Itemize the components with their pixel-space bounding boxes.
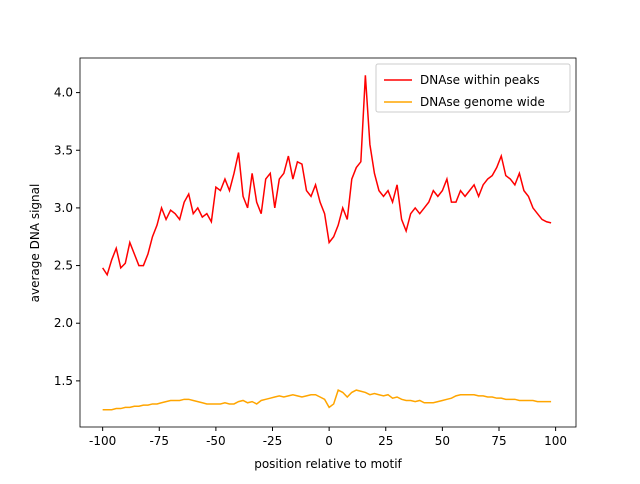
y-axis-label: average DNA signal	[28, 184, 42, 303]
x-tick-label: -25	[263, 434, 283, 448]
x-tick-label: -100	[89, 434, 116, 448]
x-tick-label: 50	[435, 434, 450, 448]
x-axis-label: position relative to motif	[254, 457, 402, 471]
y-tick-label: 4.0	[54, 86, 73, 100]
y-tick-label: 3.0	[54, 201, 73, 215]
y-tick-label: 3.5	[54, 143, 73, 157]
plot-frame	[79, 57, 577, 428]
legend-label: DNAse within peaks	[420, 73, 540, 87]
x-tick-label: 25	[378, 434, 393, 448]
data-line	[102, 75, 552, 277]
x-tick-label: -50	[206, 434, 226, 448]
x-tick-label: -75	[149, 434, 169, 448]
x-tick-label: 0	[325, 434, 333, 448]
x-tick-label: 75	[491, 434, 506, 448]
y-tick-label: 1.5	[54, 374, 73, 388]
y-tick-label: 2.0	[54, 316, 73, 330]
legend-label: DNAse genome wide	[420, 95, 545, 109]
data-line	[102, 389, 552, 411]
legend-box	[375, 63, 571, 113]
x-tick-label: 100	[544, 434, 567, 448]
y-tick-label: 2.5	[54, 259, 73, 273]
